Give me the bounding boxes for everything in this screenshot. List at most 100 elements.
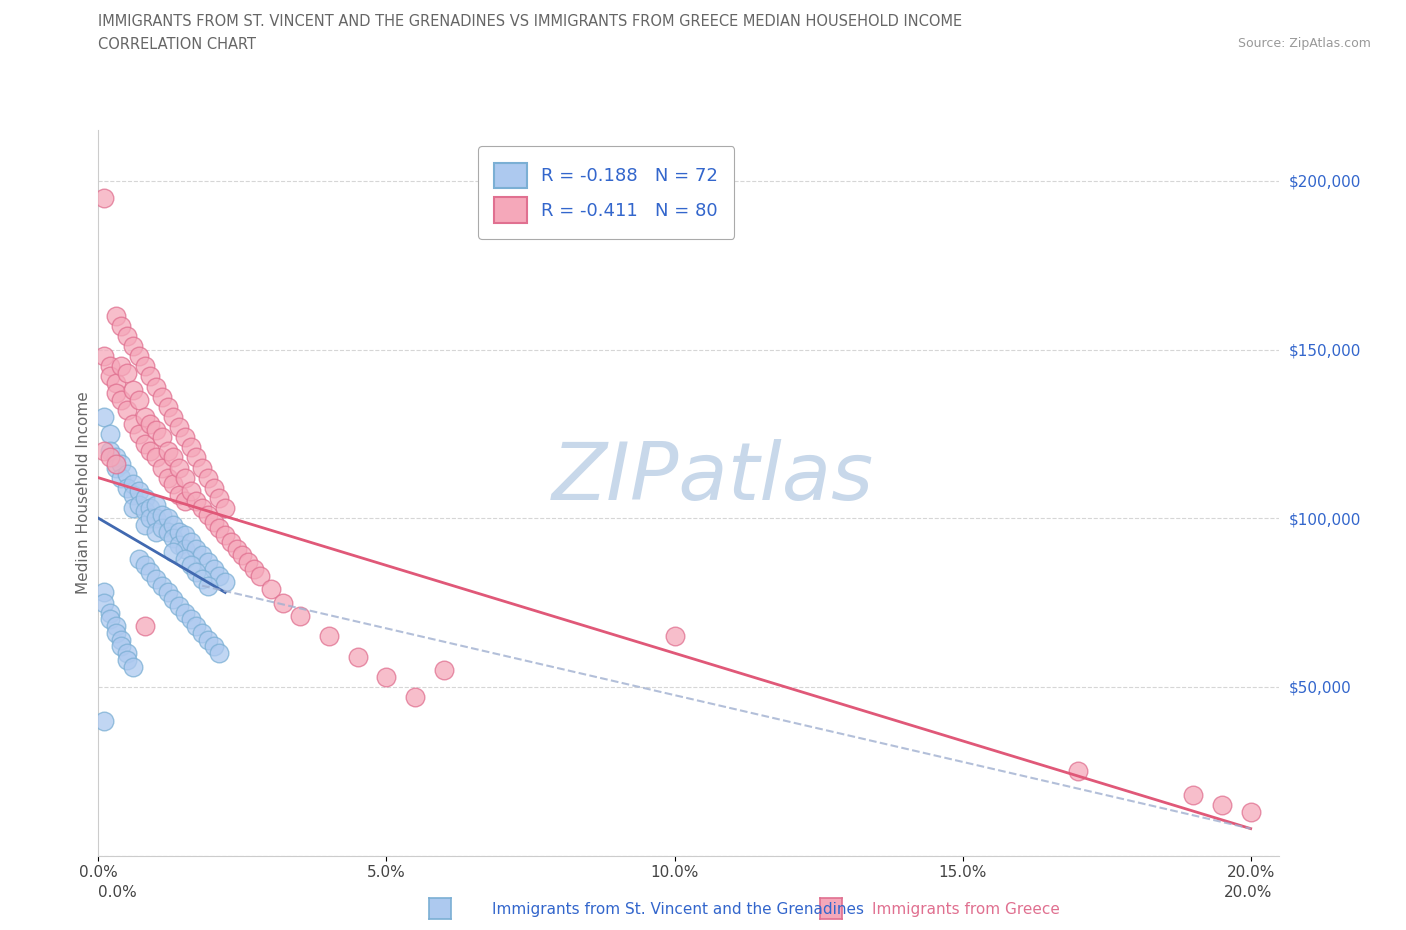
Point — [162, 517, 184, 532]
Point — [197, 554, 219, 569]
Point — [104, 460, 127, 475]
Point — [110, 457, 132, 472]
Point — [110, 632, 132, 647]
Point — [1211, 798, 1233, 813]
Point — [104, 309, 127, 324]
Point — [173, 430, 195, 445]
Point — [173, 605, 195, 620]
Point — [180, 440, 202, 455]
Point — [186, 565, 208, 579]
Point — [134, 359, 156, 374]
Point — [173, 471, 195, 485]
Point — [128, 349, 150, 364]
Point — [104, 457, 127, 472]
Point — [150, 508, 173, 523]
Point — [208, 645, 231, 660]
Point — [128, 484, 150, 498]
Point — [139, 511, 162, 525]
Point — [93, 713, 115, 728]
Text: Source: ZipAtlas.com: Source: ZipAtlas.com — [1237, 37, 1371, 50]
Point — [134, 517, 156, 532]
Point — [180, 558, 202, 573]
Point — [219, 535, 242, 550]
Point — [162, 531, 184, 546]
Point — [156, 585, 179, 600]
Point — [115, 403, 138, 418]
Point — [98, 359, 121, 374]
Point — [98, 612, 121, 627]
Point — [271, 595, 294, 610]
Point — [249, 568, 271, 583]
Point — [145, 379, 167, 394]
Point — [208, 521, 231, 536]
Point — [173, 541, 195, 556]
Point — [173, 551, 195, 566]
Point — [162, 409, 184, 424]
Point — [104, 618, 127, 633]
Point — [150, 521, 173, 536]
Point — [1240, 804, 1263, 819]
Point — [134, 618, 156, 633]
Point — [156, 471, 179, 485]
Point — [139, 565, 162, 579]
Point — [180, 484, 202, 498]
Point — [134, 558, 156, 573]
Point — [139, 444, 162, 458]
Text: ZIPatlas: ZIPatlas — [551, 439, 873, 517]
Point — [197, 632, 219, 647]
Point — [318, 629, 340, 644]
Point — [93, 409, 115, 424]
Point — [104, 626, 127, 641]
Point — [238, 554, 260, 569]
Point — [191, 626, 214, 641]
Point — [93, 585, 115, 600]
Point — [162, 477, 184, 492]
Point — [139, 369, 162, 384]
Point — [156, 399, 179, 414]
Point — [122, 382, 145, 397]
Point — [134, 436, 156, 451]
Point — [167, 599, 190, 614]
Point — [150, 460, 173, 475]
Point — [122, 477, 145, 492]
Point — [202, 562, 225, 577]
Point — [186, 494, 208, 509]
Point — [150, 578, 173, 593]
Point — [115, 328, 138, 343]
Point — [243, 562, 266, 577]
Point — [145, 525, 167, 539]
Point — [145, 572, 167, 587]
Point — [167, 538, 190, 552]
Point — [288, 608, 311, 623]
Point — [110, 392, 132, 407]
Point — [93, 444, 115, 458]
Point — [433, 662, 456, 677]
Point — [202, 514, 225, 529]
Point — [98, 369, 121, 384]
Point — [145, 423, 167, 438]
Point — [98, 450, 121, 465]
Text: Immigrants from Greece: Immigrants from Greece — [872, 902, 1060, 917]
Text: Immigrants from St. Vincent and the Grenadines: Immigrants from St. Vincent and the Gren… — [492, 902, 865, 917]
Point — [186, 618, 208, 633]
Point — [98, 444, 121, 458]
Point — [202, 639, 225, 654]
Point — [180, 535, 202, 550]
Point — [93, 595, 115, 610]
Point — [145, 511, 167, 525]
Point — [139, 417, 162, 432]
Text: 20.0%: 20.0% — [1225, 885, 1272, 900]
Text: CORRELATION CHART: CORRELATION CHART — [98, 37, 256, 52]
Point — [214, 575, 236, 590]
Text: 0.0%: 0.0% — [98, 885, 138, 900]
Point — [150, 430, 173, 445]
Point — [156, 444, 179, 458]
Point — [122, 659, 145, 674]
Point — [173, 494, 195, 509]
Point — [186, 541, 208, 556]
Point — [191, 500, 214, 515]
Point — [197, 508, 219, 523]
Point — [1182, 788, 1205, 803]
Point — [122, 339, 145, 353]
Point — [145, 450, 167, 465]
